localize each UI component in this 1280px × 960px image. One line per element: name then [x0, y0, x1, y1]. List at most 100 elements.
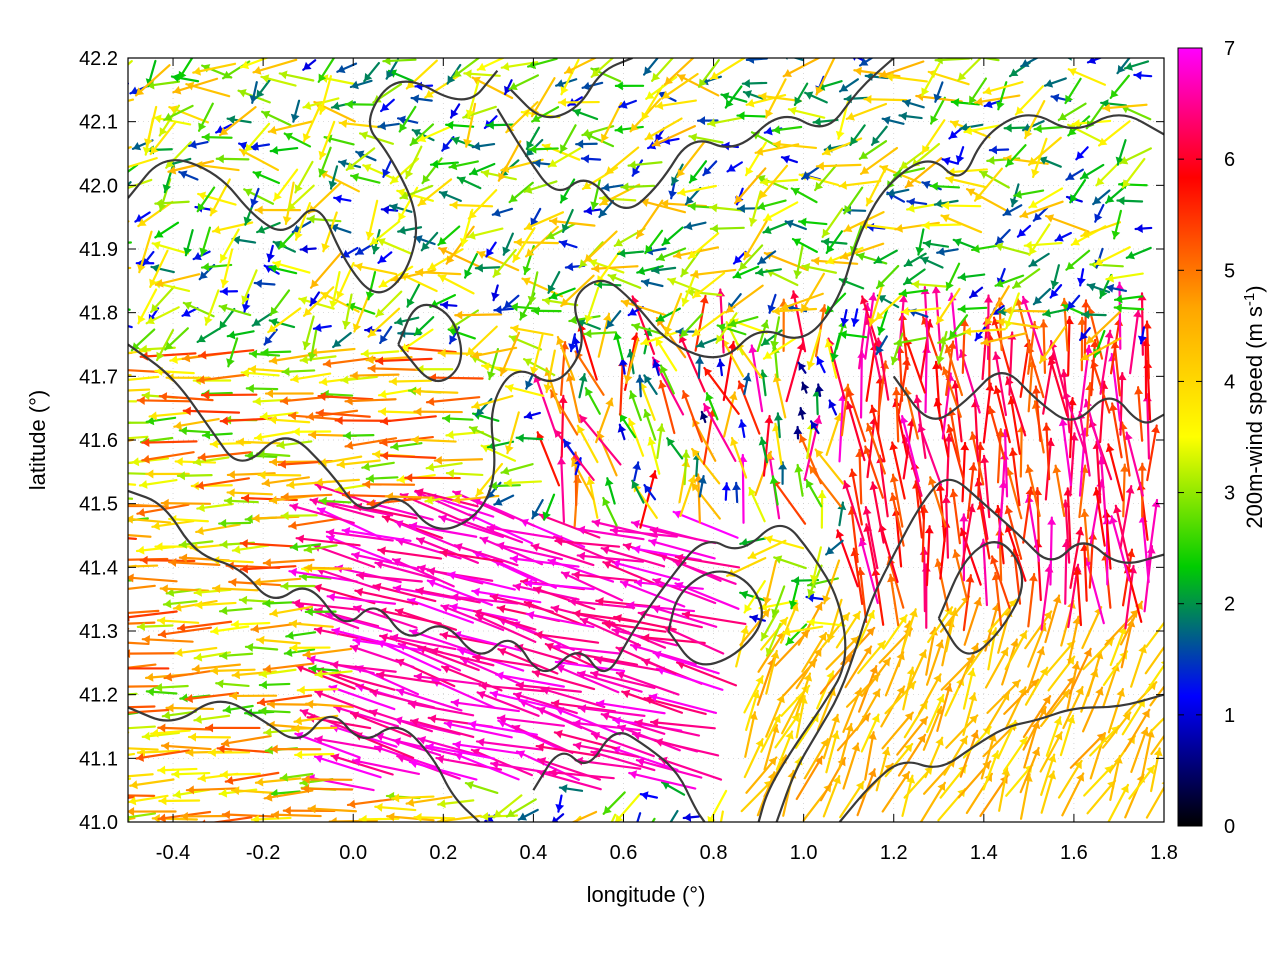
wind-arrow — [316, 507, 382, 539]
wind-arrow — [204, 289, 220, 326]
wind-arrow — [467, 189, 498, 220]
wind-arrow — [269, 744, 322, 754]
wind-arrow — [245, 384, 279, 394]
wind-arrow — [158, 796, 201, 806]
wind-arrow — [932, 360, 942, 422]
wind-arrow — [177, 58, 194, 81]
wind-arrow — [294, 160, 314, 194]
wind-arrow — [535, 742, 601, 758]
wind-arrow — [956, 58, 983, 82]
wind-arrow — [308, 664, 339, 674]
wind-arrow — [876, 294, 900, 309]
wind-arrow — [1105, 184, 1127, 204]
wind-arrow — [253, 431, 294, 442]
wind-arrow — [1054, 231, 1072, 242]
wind-arrow — [445, 469, 484, 478]
wind-arrow — [1134, 386, 1144, 442]
wind-arrow — [1066, 58, 1072, 60]
wind-arrow — [254, 777, 302, 787]
wind-arrow — [188, 140, 209, 149]
wind-arrow — [609, 526, 678, 538]
wind-arrow — [476, 690, 540, 717]
wind-arrow — [524, 579, 595, 591]
wind-arrow — [607, 273, 642, 289]
wind-arrow — [239, 539, 297, 549]
wind-arrow — [266, 244, 275, 263]
wind-arrow — [803, 415, 823, 481]
wind-arrow — [267, 307, 302, 334]
wind-arrow — [571, 570, 638, 582]
wind-arrow — [439, 548, 504, 563]
wind-arrow — [379, 415, 437, 426]
wind-arrow — [230, 619, 271, 629]
wind-arrow — [618, 99, 637, 109]
wind-arrow — [215, 679, 250, 689]
wind-arrow — [681, 449, 691, 486]
wind-arrow — [282, 806, 336, 816]
wind-arrow — [1085, 310, 1122, 345]
wind-arrow — [475, 462, 504, 498]
wind-arrow — [174, 646, 218, 657]
wind-arrow — [690, 447, 721, 485]
wind-arrow — [994, 242, 1030, 255]
y-tick-label: 41.2 — [79, 685, 118, 707]
wind-arrow — [135, 749, 190, 762]
wind-arrow — [505, 798, 537, 818]
wind-arrow — [378, 633, 444, 654]
wind-arrow — [299, 244, 317, 254]
wind-arrow — [178, 170, 199, 181]
wind-arrow — [1004, 505, 1023, 560]
wind-arrow — [591, 263, 639, 273]
wind-arrow — [374, 802, 417, 812]
wind-arrow — [412, 386, 459, 396]
wind-arrow — [220, 734, 272, 748]
wind-arrow — [1065, 168, 1084, 181]
wind-arrow — [156, 616, 200, 626]
wind-arrow — [128, 325, 133, 329]
wind-arrow — [196, 502, 234, 513]
wind-arrow — [805, 478, 823, 508]
wind-arrow — [158, 392, 214, 402]
wind-arrow — [255, 221, 281, 234]
wind-arrow — [485, 241, 497, 258]
wind-arrow — [255, 78, 272, 99]
wind-arrow — [195, 477, 250, 490]
wind-arrow — [408, 521, 478, 538]
wind-arrow — [171, 769, 211, 779]
wind-arrow — [218, 651, 254, 661]
wind-arrow — [302, 59, 317, 71]
wind-arrow — [542, 493, 556, 521]
wind-arrow — [130, 457, 170, 467]
wind-arrow — [663, 58, 695, 86]
wind-arrow — [924, 736, 944, 779]
wind-arrow — [128, 375, 160, 381]
wind-arrow — [291, 427, 332, 437]
wind-arrow — [226, 337, 239, 368]
wind-arrow — [377, 251, 393, 264]
wind-arrow — [1033, 124, 1065, 134]
colorbar: 0 1 2 3 4 5 6 7 200m-wind speed (m s-1) — [1177, 38, 1267, 838]
wind-arrow — [855, 688, 881, 731]
wind-arrow — [279, 772, 314, 782]
wind-arrow — [176, 620, 233, 633]
wind-arrow — [779, 602, 799, 644]
wind-arrow — [941, 366, 962, 418]
wind-arrow — [988, 145, 1010, 155]
wind-arrow — [259, 411, 299, 421]
y-tick-label: 41.4 — [79, 557, 118, 579]
wind-arrow — [200, 390, 258, 400]
wind-arrow — [342, 293, 353, 330]
wind-arrow — [902, 268, 926, 286]
wind-arrow — [228, 691, 278, 701]
contour-line — [397, 303, 463, 383]
wind-arrow — [558, 239, 578, 249]
wind-arrow — [859, 58, 874, 67]
wind-arrow — [490, 760, 558, 776]
wind-arrow — [255, 635, 301, 645]
wind-arrow — [1061, 772, 1085, 817]
wind-arrow — [984, 285, 1010, 327]
wind-arrow — [1069, 526, 1085, 589]
wind-arrow — [450, 592, 519, 605]
wind-arrow — [656, 423, 666, 459]
wind-arrow — [562, 438, 575, 456]
